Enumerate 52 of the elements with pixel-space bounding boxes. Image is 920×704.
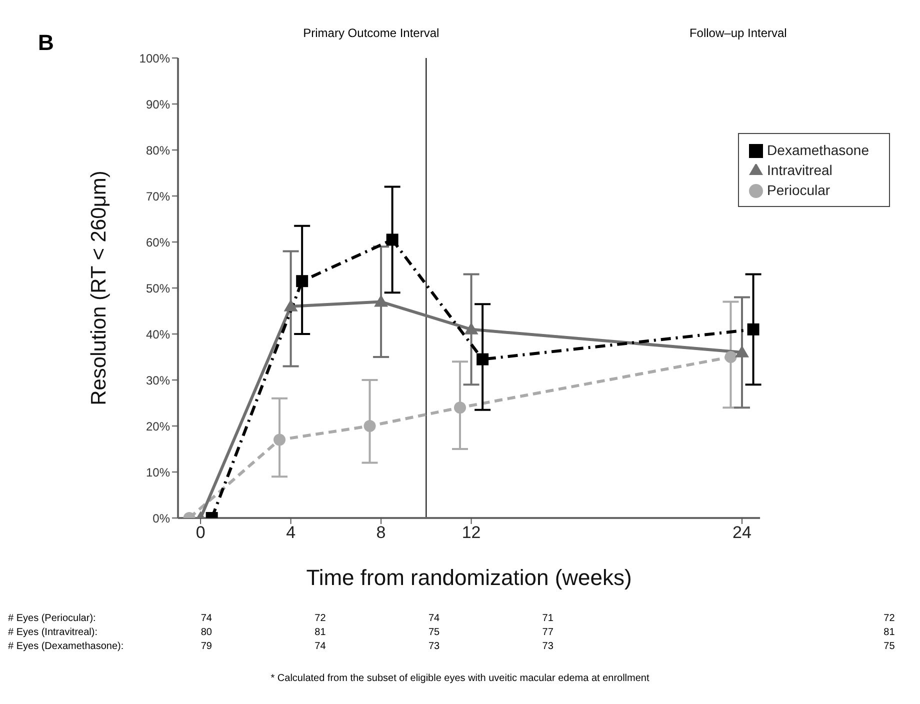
x-axis-title: Time from randomization (weeks) [306, 565, 632, 590]
text: 81 [882, 627, 896, 638]
text: 75 [427, 627, 441, 638]
point [724, 351, 737, 363]
y-tick-label: 0% [152, 511, 170, 526]
y-tick-label: 100% [139, 51, 170, 66]
point [284, 299, 298, 312]
x-tick-label: 24 [732, 523, 752, 542]
text: 81 [314, 627, 327, 638]
y-tick-label: 80% [146, 143, 170, 158]
point [464, 322, 478, 334]
text: 74 [314, 641, 327, 652]
text: * Calculated from the subset of eligible eyes with uveitic macular edema at enrollment [270, 673, 650, 684]
y-axis-title: Resolution (RT < 260μm) [87, 170, 110, 406]
text: # Eyes (Intravitreal): [8, 627, 98, 638]
legend-label: Dexamethasone [767, 142, 869, 158]
y-tick-label: 70% [146, 189, 170, 204]
legend-label: Intravitreal [767, 162, 832, 178]
text: 73 [427, 641, 441, 652]
y-tick-label: 60% [146, 235, 170, 250]
text: 75 [882, 641, 896, 652]
text: 73 [541, 641, 554, 652]
point [747, 323, 760, 336]
x-tick-label: 12 [462, 523, 481, 542]
x-tick-label: 0 [196, 523, 206, 542]
text: Follow–up Interval [689, 26, 787, 40]
text: 74 [200, 613, 213, 624]
text: Primary Outcome Interval [303, 26, 440, 40]
text: 72 [314, 613, 327, 624]
point [735, 345, 749, 358]
text: # Eyes (Periocular): [8, 613, 96, 624]
text: 74 [427, 613, 441, 624]
point [296, 275, 308, 288]
x-tick-label: 8 [376, 523, 386, 542]
text: 72 [882, 613, 896, 624]
text: # Eyes (Dexamethasone): [8, 641, 124, 652]
y-tick-label: 10% [146, 465, 170, 480]
point [386, 234, 398, 246]
y-tick-label: 20% [146, 419, 170, 434]
text: 71 [541, 613, 554, 624]
point [374, 294, 388, 307]
y-tick-label: 40% [146, 327, 170, 342]
y-tick-label: 30% [146, 373, 170, 388]
x-tick-label: 4 [286, 523, 296, 542]
text: 79 [200, 641, 213, 652]
y-tick-label: 90% [146, 97, 170, 112]
text: 80 [200, 627, 213, 638]
legend-label: Periocular [767, 182, 830, 198]
text: B [38, 30, 54, 56]
y-tick-label: 50% [146, 281, 170, 296]
text: 77 [541, 627, 554, 638]
point [476, 353, 489, 366]
